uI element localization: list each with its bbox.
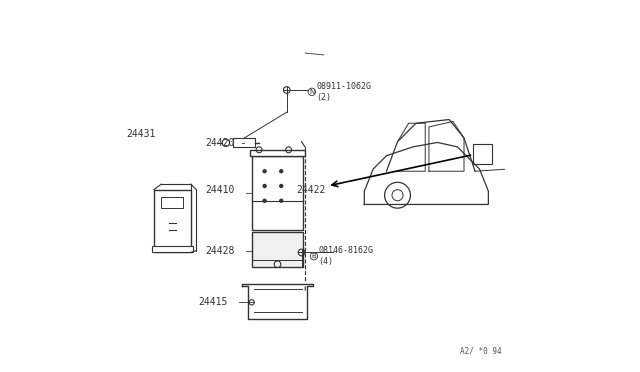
Bar [161,197,184,208]
Bar [252,232,303,267]
Circle shape [263,170,266,173]
Bar [152,246,193,253]
Text: 08911-1062G
(2): 08911-1062G (2) [316,82,371,102]
Circle shape [280,170,283,173]
Circle shape [263,185,266,187]
Text: 08146-8162G
(4): 08146-8162G (4) [318,247,373,266]
Circle shape [263,199,266,202]
Bar [233,138,255,147]
Text: B: B [312,253,316,259]
Text: A2/ *0 94: A2/ *0 94 [460,347,502,356]
Bar [250,150,305,157]
Text: 24428: 24428 [205,246,235,256]
Bar [252,157,303,230]
Text: 24420: 24420 [205,138,235,148]
Text: 24415: 24415 [198,297,228,307]
Bar [473,144,492,164]
Text: 24431: 24431 [126,129,156,139]
Text: 24422: 24422 [296,185,326,195]
Circle shape [280,185,283,187]
Circle shape [280,199,283,202]
Bar [527,171,549,186]
Text: N: N [309,89,314,95]
Text: 24410: 24410 [205,185,235,195]
Bar [154,190,191,253]
